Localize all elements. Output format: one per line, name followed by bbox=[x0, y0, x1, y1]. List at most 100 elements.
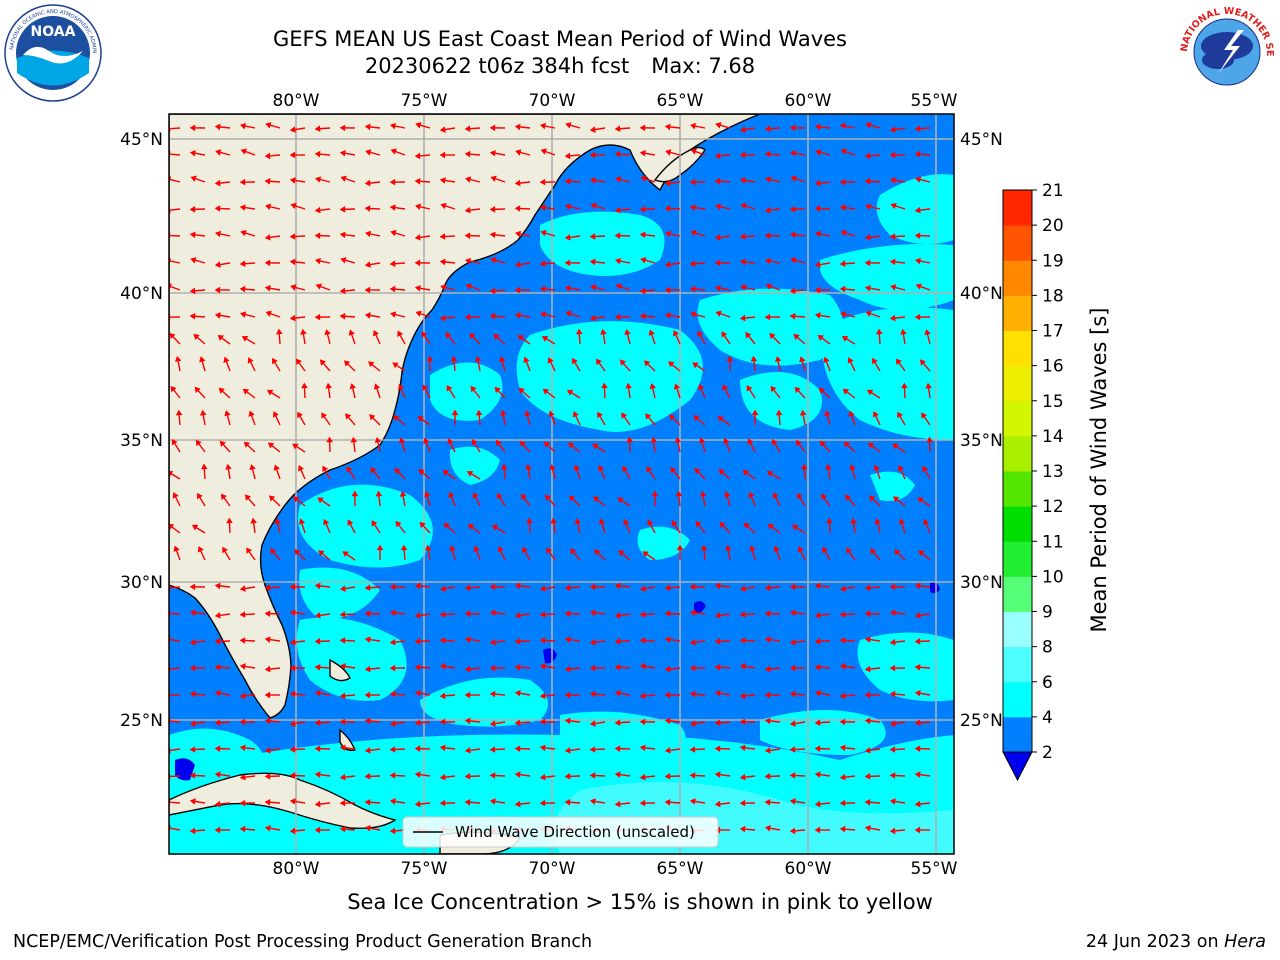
arrow-head bbox=[739, 744, 746, 752]
colorbar-segment bbox=[1003, 225, 1032, 261]
arrow-head bbox=[714, 612, 721, 619]
arrow-head bbox=[395, 520, 402, 528]
arrow-head bbox=[714, 178, 721, 185]
arrow-head bbox=[240, 229, 247, 237]
arrow-head bbox=[889, 314, 896, 322]
arrow-head bbox=[499, 356, 506, 363]
colorbar-segment bbox=[1003, 190, 1032, 226]
arrow-head bbox=[264, 773, 271, 780]
arrow-head bbox=[397, 330, 404, 338]
arrow-head bbox=[489, 124, 496, 132]
colorbar-tick-label: 19 bbox=[1042, 251, 1064, 271]
arrow-head bbox=[789, 827, 796, 835]
lat-label-right: 35°N bbox=[960, 431, 1003, 451]
arrow-head bbox=[345, 413, 352, 420]
arrow-head bbox=[464, 747, 471, 754]
colorbar-segment bbox=[1003, 506, 1032, 542]
arrow-head bbox=[689, 178, 696, 186]
arrow-head bbox=[564, 284, 571, 292]
forecast-date: 20230622 t06z 384h fcst bbox=[364, 54, 630, 78]
arrow-head bbox=[364, 636, 371, 643]
arrow-head bbox=[548, 410, 555, 417]
arrow-head bbox=[264, 234, 271, 241]
arrow-head bbox=[474, 355, 482, 362]
arrow-head bbox=[170, 385, 177, 393]
arrow-head bbox=[642, 551, 649, 558]
arrow-head bbox=[589, 772, 596, 779]
arrow-head bbox=[889, 177, 896, 184]
arrow-head bbox=[639, 663, 646, 670]
arrow-head bbox=[339, 585, 346, 592]
arrow-head bbox=[664, 584, 671, 591]
arrow-head bbox=[919, 359, 926, 366]
arrow-head bbox=[214, 261, 221, 268]
arrow-head bbox=[289, 664, 296, 672]
colorbar-segment bbox=[1003, 260, 1032, 296]
arrow-head bbox=[389, 772, 396, 779]
arrow-head bbox=[764, 799, 771, 806]
arrow-head bbox=[314, 719, 321, 726]
arrow-head bbox=[614, 800, 621, 808]
arrow-head bbox=[676, 544, 684, 551]
arrow-head bbox=[489, 149, 496, 157]
arrow-head bbox=[739, 314, 746, 322]
arrow-head bbox=[699, 490, 707, 497]
colorbar-tick-label: 18 bbox=[1042, 286, 1064, 306]
arrow-head bbox=[664, 773, 671, 780]
arrow-head bbox=[689, 122, 696, 130]
arrow-head bbox=[464, 257, 471, 265]
arrow-head bbox=[540, 311, 547, 318]
arrow-head bbox=[389, 638, 396, 646]
arrow-head bbox=[889, 664, 896, 672]
arrow-head bbox=[789, 798, 796, 805]
arrow-head bbox=[189, 746, 196, 753]
arrow-head bbox=[314, 257, 321, 265]
arrow-head bbox=[264, 717, 271, 725]
arrow-head bbox=[241, 336, 249, 342]
lat-label-left: 40°N bbox=[120, 284, 163, 304]
arrow-head bbox=[614, 612, 621, 619]
arrow-head bbox=[814, 205, 821, 212]
arrow-head bbox=[592, 443, 599, 450]
arrow-head bbox=[439, 718, 446, 726]
arrow-head bbox=[576, 328, 583, 335]
arrow-head bbox=[514, 689, 521, 697]
arrow-head bbox=[372, 329, 380, 337]
arrow-head bbox=[565, 122, 572, 129]
arrow-head bbox=[914, 313, 921, 321]
arrow-head bbox=[173, 545, 180, 552]
arrow-head bbox=[795, 439, 802, 447]
arrow-head bbox=[314, 745, 321, 752]
arrow-head bbox=[714, 800, 721, 808]
arrow-head bbox=[464, 799, 471, 806]
arrow-head bbox=[214, 689, 221, 697]
lon-label-top: 65°W bbox=[657, 91, 704, 111]
arrow-head bbox=[664, 610, 671, 617]
arrow-head bbox=[843, 441, 851, 448]
arrow-head bbox=[698, 383, 705, 391]
arrow-head bbox=[664, 665, 671, 673]
arrow-head bbox=[214, 638, 221, 645]
arrow-head bbox=[814, 638, 821, 645]
arrow-head bbox=[522, 546, 528, 554]
arrow-head bbox=[574, 518, 581, 525]
arrow-head bbox=[464, 665, 471, 673]
arrow-head bbox=[839, 663, 846, 670]
arrow-head bbox=[764, 717, 771, 725]
arrow-head bbox=[394, 467, 401, 475]
arrow-head bbox=[239, 285, 246, 293]
arrow-head bbox=[614, 125, 621, 132]
arrow-head bbox=[274, 518, 281, 525]
colorbar-segment bbox=[1003, 576, 1032, 612]
arrow-head bbox=[439, 744, 446, 752]
arrow-head bbox=[848, 410, 855, 417]
arrow-head bbox=[348, 329, 355, 336]
arrow-head bbox=[317, 497, 324, 504]
arrow-head bbox=[297, 464, 305, 472]
arrow-head bbox=[839, 585, 846, 592]
arrow-head bbox=[497, 492, 503, 500]
arrow-head bbox=[264, 665, 271, 673]
arrow-head bbox=[814, 261, 821, 268]
arrow-head bbox=[364, 717, 371, 725]
